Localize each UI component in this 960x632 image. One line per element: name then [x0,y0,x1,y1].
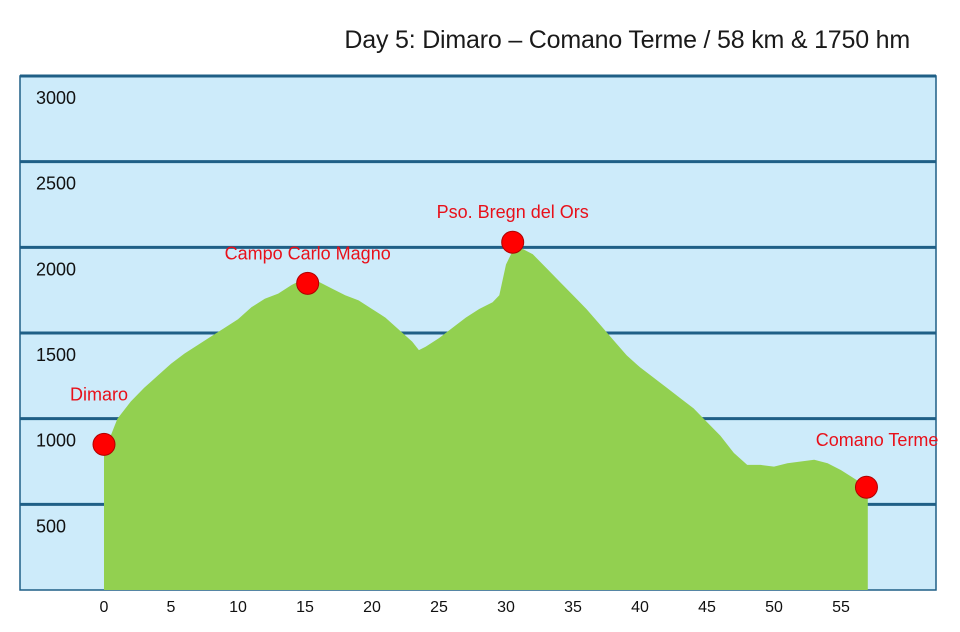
x-tick-label: 35 [564,599,582,616]
y-tick-label: 2500 [36,174,76,194]
waypoint-marker [501,230,525,254]
waypoint-marker [854,475,878,499]
elevation-area [104,247,868,591]
x-tick-label: 30 [497,599,515,616]
waypoint-label: Dimaro [70,384,128,404]
x-tick-label: 10 [229,599,247,616]
waypoints: Dimaro Campo Carlo Magno Pso. Bregn del Or… [70,202,939,499]
x-tick-label: 0 [100,599,109,616]
y-tick-label: 500 [36,516,66,536]
x-tick-label: 20 [363,599,381,616]
x-tick-label: 50 [765,599,783,616]
chart-title: Day 5: Dimaro – Comano Terme / 58 km & 1… [344,26,910,54]
waypoint-marker [296,271,320,295]
waypoint-label: Campo Carlo Magno [225,243,391,263]
waypoint-marker [92,432,116,456]
y-tick-label: 1500 [36,345,76,365]
y-axis-ticks: 500 1000 1500 2000 2500 3000 [36,88,76,536]
waypoint-label: Comano Terme [816,430,939,450]
x-tick-label: 15 [296,599,314,616]
waypoint-label: Pso. Bregn del Ors [437,202,589,222]
y-tick-label: 3000 [36,88,76,108]
x-axis-ticks: 0 5 10 15 20 25 30 35 40 45 50 55 [100,599,850,616]
x-tick-label: 40 [631,599,649,616]
y-tick-label: 1000 [36,431,76,451]
y-tick-label: 2000 [36,259,76,279]
x-tick-label: 5 [167,599,176,616]
x-tick-label: 25 [430,599,448,616]
x-tick-label: 45 [698,599,716,616]
x-tick-label: 55 [832,599,850,616]
